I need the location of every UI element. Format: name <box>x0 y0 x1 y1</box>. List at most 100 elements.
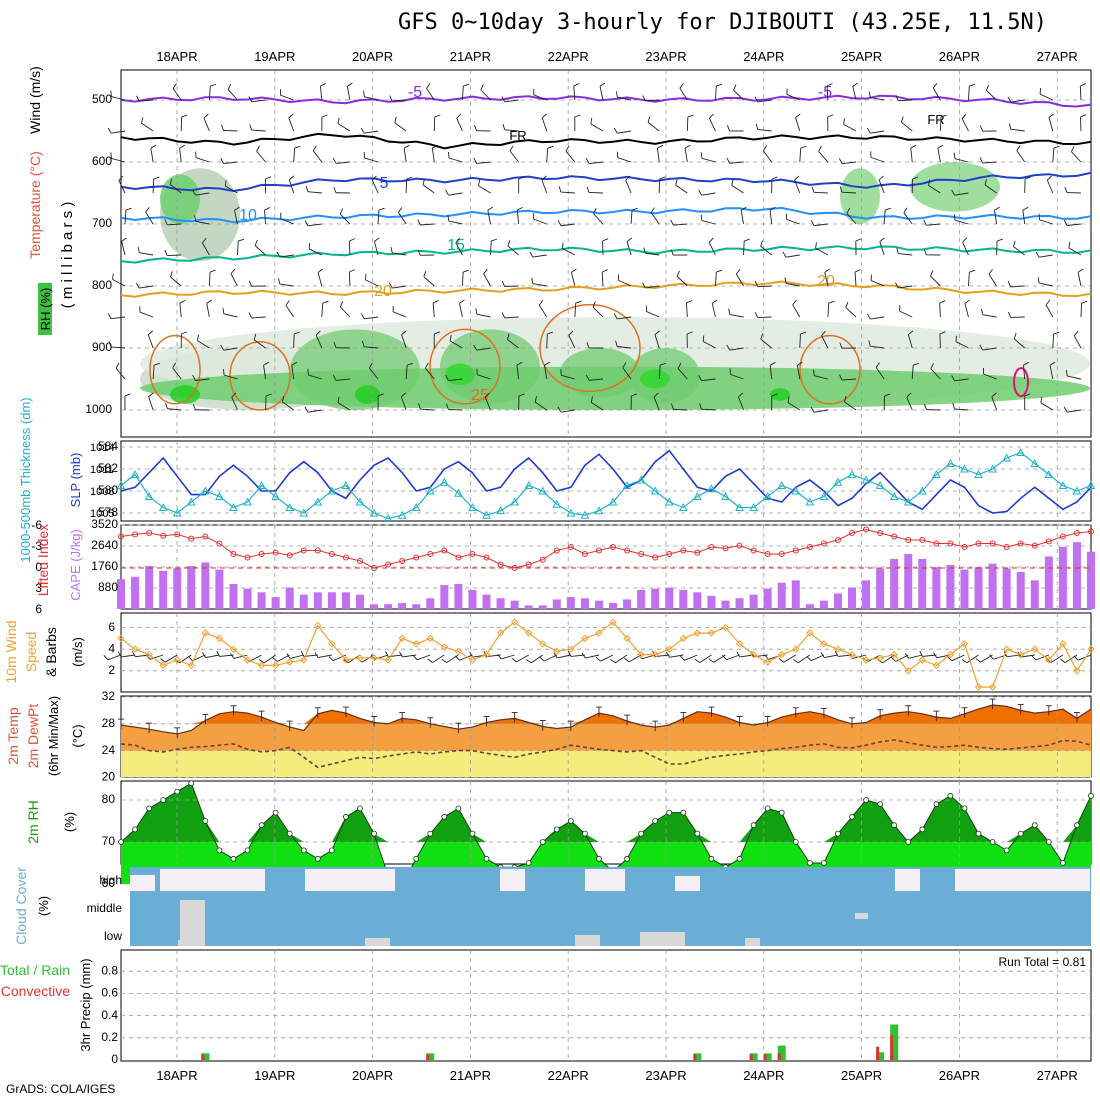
wind-barb <box>930 275 941 287</box>
surface-wind-barb <box>149 654 164 660</box>
wind-barb-feather <box>1068 241 1071 248</box>
high-cloud-cell <box>160 869 265 891</box>
wind-speed-point <box>300 656 308 664</box>
wind-barb-feather <box>518 393 525 397</box>
high-cloud-cell <box>585 869 625 891</box>
wind-barb-feather <box>544 361 550 366</box>
wind-barb-feather <box>434 331 440 335</box>
precip-total-bar <box>876 1052 885 1060</box>
rh-point <box>1003 847 1010 854</box>
wind-barb <box>509 150 519 163</box>
wind-barb <box>225 185 238 194</box>
wind-barb-feather <box>478 179 481 186</box>
wind-barb-feather <box>463 269 470 273</box>
wind-barb <box>562 248 576 256</box>
wind-barb-feather <box>541 113 548 119</box>
cape-bar <box>243 588 252 609</box>
surface-wind-barb <box>655 654 670 657</box>
thickness-point <box>1030 458 1040 467</box>
cape-bar <box>665 587 674 609</box>
rh-shading <box>170 385 200 404</box>
wind-barb-feather <box>349 238 356 242</box>
cape-bar <box>454 583 463 609</box>
wind-barb <box>112 279 126 287</box>
wind-barb-feather <box>979 125 984 132</box>
rh-point <box>258 822 265 829</box>
wind-barb <box>954 378 969 382</box>
wind-barb-feather <box>276 251 281 258</box>
li-tick-label: 6 <box>35 602 42 616</box>
lifted-index-point <box>666 551 673 557</box>
wind-barb-feather <box>172 362 177 369</box>
wind-barb <box>369 367 379 380</box>
wind-barb <box>169 184 182 194</box>
wind-barb-feather <box>469 651 474 658</box>
thickness-point <box>819 491 829 500</box>
surface-wind-barb <box>726 654 740 661</box>
wind-barb <box>124 209 127 225</box>
top-date-label: 21APR <box>450 49 491 64</box>
wind-speed-point <box>524 629 533 637</box>
wind-barb <box>223 347 238 351</box>
cloud-cell <box>178 940 195 946</box>
thickness-point <box>215 491 224 500</box>
pressure-tick-label: 800 <box>92 278 112 292</box>
wind-barb-feather <box>399 651 403 658</box>
wind-barb-feather <box>312 145 317 152</box>
wind-barb <box>1052 333 1055 349</box>
wind-barb-feather <box>202 237 207 244</box>
rh-point <box>216 847 223 854</box>
wind-barb-feather <box>187 656 193 662</box>
rh-point <box>891 822 898 829</box>
bottom-date-label: 23APR <box>645 1068 686 1083</box>
wind-barb-feather <box>300 650 305 657</box>
contour-label: -5 <box>818 84 832 101</box>
wind-barb <box>757 129 772 132</box>
wind-speed-point <box>1002 645 1011 653</box>
wind-barb-feather <box>811 186 815 193</box>
wind-barb-feather <box>264 207 271 211</box>
wind-barb-feather <box>726 344 731 351</box>
lifted-index-point <box>258 551 265 557</box>
thickness-point <box>229 502 238 511</box>
wind-barb-feather <box>615 91 618 98</box>
lifted-index-point <box>1031 542 1038 549</box>
wind-barb <box>939 116 942 132</box>
rh-point <box>1059 860 1066 866</box>
wind-barb-feather <box>1008 123 1012 130</box>
wind-barb <box>870 97 885 101</box>
wind-barb <box>622 367 632 380</box>
wind-barb <box>315 335 323 349</box>
wind-barb-feather <box>248 280 252 287</box>
lifted-index-point <box>174 531 181 538</box>
wind-speed-point <box>707 629 716 637</box>
wind-speed-point <box>173 656 181 664</box>
wind-barb-feather <box>625 175 631 181</box>
cape-bar <box>679 589 688 609</box>
wind-barb-feather <box>445 189 449 196</box>
cape-bar <box>777 582 786 609</box>
precip-convective-bar <box>749 1054 753 1060</box>
wind-barb-feather <box>293 331 300 335</box>
wind-barb <box>645 252 660 256</box>
thickness-point <box>749 502 758 511</box>
rh-point <box>933 801 940 808</box>
thickness-point <box>201 486 210 495</box>
wind-barb-feather <box>291 361 298 366</box>
wind-barb-feather <box>174 658 180 664</box>
wind-barb-feather <box>333 186 337 193</box>
wind-barb-feather <box>891 657 897 662</box>
wind-barb <box>256 150 266 163</box>
temp-axis-title-a: 2m Temp <box>5 707 21 765</box>
wind-barb <box>195 157 210 163</box>
wind-barb <box>282 401 294 411</box>
wind-speed-point <box>1087 645 1095 653</box>
wind-barb <box>701 192 716 196</box>
wind-barb-feather <box>192 189 196 196</box>
cloud-cell <box>855 913 868 919</box>
wind-barb-feather <box>592 301 596 308</box>
panel-cloud-cover: high middle low Cloud Cover (%) <box>13 867 1091 946</box>
wind-barb <box>230 273 238 287</box>
wind-barb <box>560 409 575 413</box>
wind-barb <box>968 272 970 287</box>
